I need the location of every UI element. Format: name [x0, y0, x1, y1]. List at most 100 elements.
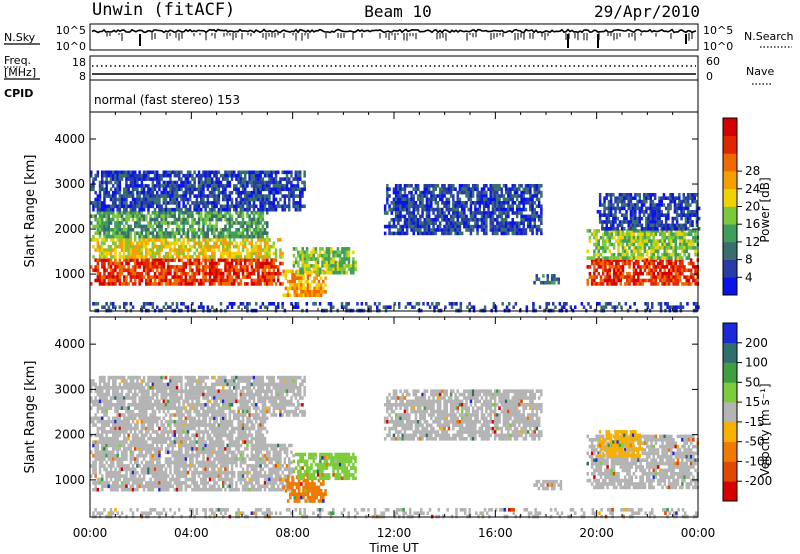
- echo-cell: [467, 224, 470, 229]
- echo-cell: [145, 241, 148, 246]
- echo-cell: [478, 204, 481, 208]
- echo-cell: [219, 217, 223, 222]
- echo-cell: [105, 234, 108, 239]
- echo-cell: [630, 258, 633, 262]
- echo-cell: [294, 187, 298, 192]
- echo-cell: [319, 253, 322, 258]
- echo-cell: [308, 257, 311, 261]
- echo-cell: [92, 268, 95, 273]
- echo-cell: [248, 302, 251, 306]
- echo-cell: [537, 190, 541, 195]
- echo-cell: [616, 199, 619, 204]
- echo-cell: [140, 211, 144, 215]
- echo-cell: [171, 258, 174, 262]
- echo-cell: [618, 199, 622, 204]
- echo-cell: [116, 197, 119, 202]
- echo-cell: [200, 217, 203, 222]
- echo-cell: [641, 232, 644, 237]
- echo-cell: [631, 206, 635, 211]
- echo-cell: [632, 268, 636, 273]
- echo-cell: [524, 231, 528, 236]
- echo-cell: [246, 258, 249, 262]
- echo-cell: [125, 207, 128, 212]
- echo-cell: [489, 211, 492, 215]
- echo-cell: [158, 187, 161, 192]
- echo-cell: [388, 187, 391, 191]
- echo-cell: [96, 228, 100, 232]
- echo-cell: [112, 184, 115, 188]
- echo-cell: [293, 283, 296, 287]
- colorbar-tick-label: 24: [745, 182, 760, 196]
- echo-cell: [158, 255, 161, 259]
- echo-cell: [158, 214, 161, 218]
- echo-cell: [650, 252, 653, 257]
- echo-cell: [162, 271, 166, 276]
- echo-cell: [526, 221, 530, 225]
- echo-cell: [607, 227, 611, 231]
- echo-cell: [118, 258, 122, 262]
- echo-cell: [219, 241, 223, 246]
- echo-cell: [105, 231, 108, 235]
- echo-cell: [149, 221, 152, 225]
- echo-cell: [445, 187, 448, 191]
- echo-cell: [410, 184, 413, 188]
- echo-cell: [272, 170, 276, 175]
- echo-cell: [140, 231, 144, 235]
- echo-cell: [537, 214, 541, 219]
- echo-cell: [118, 207, 122, 212]
- echo-cell: [244, 197, 247, 202]
- echo-cell: [540, 204, 543, 208]
- echo-cell: [656, 275, 660, 279]
- echo-cell: [123, 170, 126, 175]
- echo-cell: [392, 201, 396, 205]
- echo-cell: [241, 207, 245, 212]
- echo-cell: [184, 221, 188, 225]
- velocity-echo-cells: [90, 375, 699, 519]
- echo-cell: [193, 187, 196, 192]
- echo-cell: [447, 218, 451, 222]
- echo-cell: [114, 241, 117, 246]
- echo-cell: [261, 228, 265, 232]
- echo-cell: [213, 207, 216, 212]
- echo-cell: [208, 190, 212, 195]
- echo-cell: [282, 293, 285, 297]
- echo-cell: [537, 277, 541, 282]
- echo-cell: [263, 170, 267, 175]
- echo-cell: [399, 194, 402, 198]
- echo-cell: [480, 201, 484, 205]
- echo-cell: [683, 265, 686, 269]
- echo-cell: [647, 220, 650, 224]
- echo-cell: [222, 255, 225, 259]
- echo-cell: [103, 187, 106, 192]
- echo-cell: [482, 218, 486, 222]
- echo-cell: [120, 204, 124, 209]
- echo-cell: [509, 194, 512, 198]
- echo-cell: [239, 231, 243, 235]
- echo-cell: [489, 187, 492, 191]
- echo-cell: [217, 231, 221, 235]
- echo-cell: [291, 283, 294, 287]
- echo-cell: [623, 232, 627, 237]
- echo-cell: [540, 231, 543, 236]
- echo-cell: [230, 282, 234, 286]
- echo-cell: [443, 201, 446, 205]
- date-title: 29/Apr/2010: [594, 2, 700, 21]
- echo-cell: [649, 210, 652, 214]
- echo-cell: [482, 201, 486, 205]
- echo-cell: [261, 275, 265, 279]
- echo-cell: [94, 214, 97, 218]
- echo-cell: [184, 207, 188, 212]
- echo-cell: [162, 180, 166, 185]
- echo-cell: [476, 190, 479, 195]
- echo-cell: [204, 255, 207, 259]
- echo-cell: [129, 248, 133, 252]
- echo-cell: [246, 268, 249, 273]
- echo-cell: [215, 217, 218, 222]
- echo-cell: [107, 265, 111, 269]
- echo-cell: [294, 260, 298, 265]
- echo-cell: [134, 180, 137, 185]
- echo-cell: [469, 187, 473, 191]
- echo-cell: [112, 170, 115, 175]
- echo-cell: [493, 218, 497, 222]
- echo-cell: [652, 275, 655, 279]
